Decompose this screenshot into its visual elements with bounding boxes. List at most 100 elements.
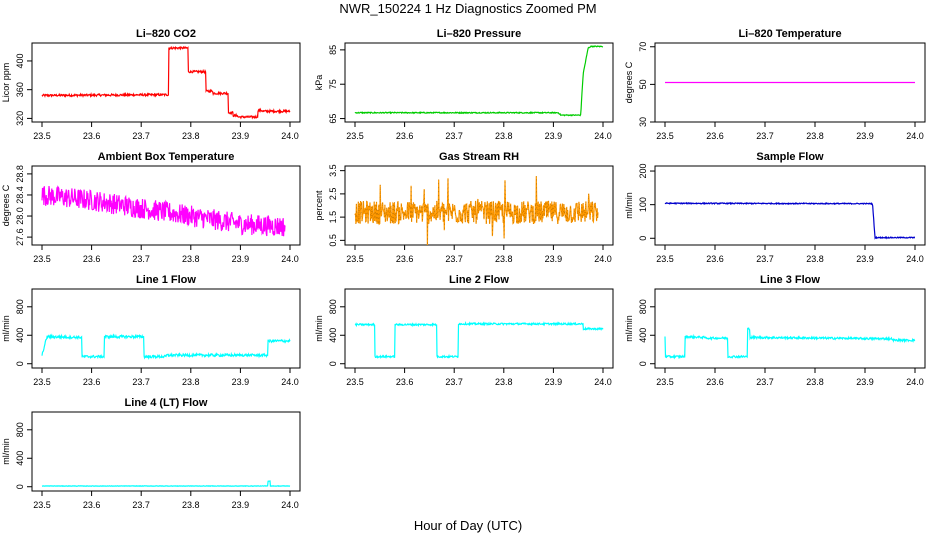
li820-co2-xtick-label-3: 23.8 [182, 131, 200, 141]
line1-flow-xtick-label-3: 23.8 [182, 377, 200, 387]
line2-flow-series-0 [354, 320, 604, 360]
ambient-box-temperature-panel: Ambient Box Temperature degrees C 23.5 23.6… [1, 151, 301, 264]
ambient-box-temperature-xtick-label-4: 23.9 [232, 254, 250, 264]
line3-flow-xtick-label-3: 23.8 [806, 377, 824, 387]
sample-flow-series-0 [664, 201, 915, 240]
line2-flow-title: Line 2 Flow [449, 274, 509, 286]
sample-flow-panel: Sample Flow ml/min 23.5 23.6 23.7 23.8 23.9 24.… [624, 151, 926, 264]
line2-flow-ytick-label-1: 400 [328, 328, 338, 343]
li820-co2-xtick-label-5: 24.0 [281, 131, 299, 141]
li820-co2-ytick-label-0: 320 [15, 111, 25, 126]
sample-flow-ylabel: ml/min [624, 192, 634, 219]
gas-stream-rh-xtick-label-1: 23.6 [396, 254, 414, 264]
li820-co2-series-0 [41, 45, 291, 120]
li820-temperature-xtick-label-1: 23.6 [706, 131, 724, 141]
ambient-box-temperature-xtick-label-3: 23.8 [182, 254, 200, 264]
li820-pressure-title: Li–820 Pressure [437, 28, 521, 40]
line3-flow-xtick-label-4: 23.9 [856, 377, 874, 387]
line4-flow-xtick-label-4: 23.9 [232, 500, 250, 510]
line1-flow-frame [31, 288, 301, 369]
li820-temperature-frame [654, 42, 926, 123]
li820-pressure-xtick-label-4: 23.9 [545, 131, 563, 141]
sample-flow-xtick-label-2: 23.7 [756, 254, 774, 264]
line4-flow-title: Line 4 (LT) Flow [125, 397, 208, 409]
line1-flow-xtick-label-5: 24.0 [281, 377, 299, 387]
li820-pressure-xtick-label-2: 23.7 [445, 131, 463, 141]
li820-temperature-xtick-label-2: 23.7 [756, 131, 774, 141]
gas-stream-rh-title: Gas Stream RH [439, 151, 519, 163]
figure-xlabel: Hour of Day (UTC) [413, 518, 523, 533]
line2-flow-ytick-label-2: 800 [328, 299, 338, 314]
line2-flow-ylabel: ml/min [314, 315, 324, 342]
line2-flow-xtick-label-3: 23.8 [495, 377, 513, 387]
ambient-box-temperature-ytick-label-0: 27.6 [15, 228, 25, 246]
line2-flow-panel: Line 2 Flow ml/min 23.5 23.6 23.7 23.8 23.9 24.… [314, 274, 614, 387]
ambient-box-temperature-frame [31, 165, 301, 246]
gas-stream-rh-xtick-label-0: 23.5 [346, 254, 364, 264]
line1-flow-ytick-label-1: 400 [15, 328, 25, 343]
gas-stream-rh-ytick-label-0: 0.5 [328, 234, 338, 247]
ambient-box-temperature-xtick-label-2: 23.7 [132, 254, 150, 264]
line3-flow-series-0 [664, 327, 916, 360]
li820-pressure-ytick-label-0: 65 [328, 114, 338, 124]
line1-flow-xtick-label-0: 23.5 [33, 377, 51, 387]
line4-flow-frame [31, 411, 301, 492]
sample-flow-xtick-label-4: 23.9 [856, 254, 874, 264]
li820-pressure-series-0 [354, 44, 604, 117]
li820-co2-xtick-label-2: 23.7 [132, 131, 150, 141]
li820-temperature-ylabel: degrees C [624, 61, 634, 103]
sample-flow-xtick-label-5: 24.0 [906, 254, 924, 264]
sample-flow-frame [654, 165, 926, 246]
sample-flow-ytick-label-0: 0 [638, 236, 648, 241]
line4-flow-xtick-label-5: 24.0 [281, 500, 299, 510]
line3-flow-xtick-label-0: 23.5 [656, 377, 674, 387]
gas-stream-rh-ytick-label-3: 3.5 [328, 164, 338, 177]
li820-co2-panel: Li–820 CO2 Licor ppm 23.5 23.6 23.7 23.8 23.9 2… [1, 28, 301, 141]
ambient-box-temperature-ytick-label-3: 28.8 [15, 165, 25, 183]
ambient-box-temperature-xtick-label-1: 23.6 [83, 254, 101, 264]
line3-flow-frame [654, 288, 926, 369]
li820-temperature-ytick-label-0: 30 [638, 117, 648, 127]
line1-flow-ytick-label-2: 800 [15, 299, 25, 314]
gas-stream-rh-ytick-label-1: 1.5 [328, 211, 338, 224]
line4-flow-ytick-label-1: 400 [15, 451, 25, 466]
li820-pressure-xtick-label-3: 23.8 [495, 131, 513, 141]
line4-flow-series-0 [41, 480, 291, 487]
line4-flow-xtick-label-3: 23.8 [182, 500, 200, 510]
gas-stream-rh-series-0 [354, 176, 599, 246]
line3-flow-ytick-label-1: 400 [638, 328, 648, 343]
line2-flow-xtick-label-2: 23.7 [445, 377, 463, 387]
sample-flow-ytick-label-1: 100 [638, 197, 648, 212]
gas-stream-rh-xtick-label-4: 23.9 [545, 254, 563, 264]
line3-flow-xtick-label-1: 23.6 [706, 377, 724, 387]
gas-stream-rh-xtick-label-3: 23.8 [495, 254, 513, 264]
line1-flow-xtick-label-1: 23.6 [83, 377, 101, 387]
gas-stream-rh-ytick-label-2: 2.5 [328, 188, 338, 201]
line4-flow-xtick-label-1: 23.6 [83, 500, 101, 510]
sample-flow-xtick-label-0: 23.5 [656, 254, 674, 264]
ambient-box-temperature-ytick-label-2: 28.4 [15, 186, 25, 204]
li820-temperature-xtick-label-5: 24.0 [906, 131, 924, 141]
li820-pressure-xtick-label-0: 23.5 [346, 131, 364, 141]
sample-flow-xtick-label-1: 23.6 [706, 254, 724, 264]
li820-temperature-xtick-label-4: 23.9 [856, 131, 874, 141]
gas-stream-rh-xtick-label-5: 24.0 [594, 254, 612, 264]
li820-pressure-ytick-label-1: 75 [328, 79, 338, 89]
ambient-box-temperature-ytick-label-1: 28.0 [15, 207, 25, 225]
li820-temperature-xtick-label-3: 23.8 [806, 131, 824, 141]
line4-flow-ylabel: ml/min [1, 438, 11, 465]
li820-co2-frame [31, 42, 301, 123]
gas-stream-rh-xtick-label-2: 23.7 [445, 254, 463, 264]
li820-pressure-frame [344, 42, 614, 123]
line3-flow-xtick-label-2: 23.7 [756, 377, 774, 387]
line4-flow-xtick-label-0: 23.5 [33, 500, 51, 510]
li820-co2-xtick-label-4: 23.9 [232, 131, 250, 141]
gas-stream-rh-series-0-points [354, 176, 599, 246]
line4-flow-ytick-label-0: 0 [15, 484, 25, 489]
li820-temperature-title: Li–820 Temperature [738, 28, 841, 40]
ambient-box-temperature-title: Ambient Box Temperature [98, 151, 235, 163]
line1-flow-xtick-label-2: 23.7 [132, 377, 150, 387]
figure-title: NWR_150224 1 Hz Diagnostics Zoomed PM [339, 1, 597, 16]
